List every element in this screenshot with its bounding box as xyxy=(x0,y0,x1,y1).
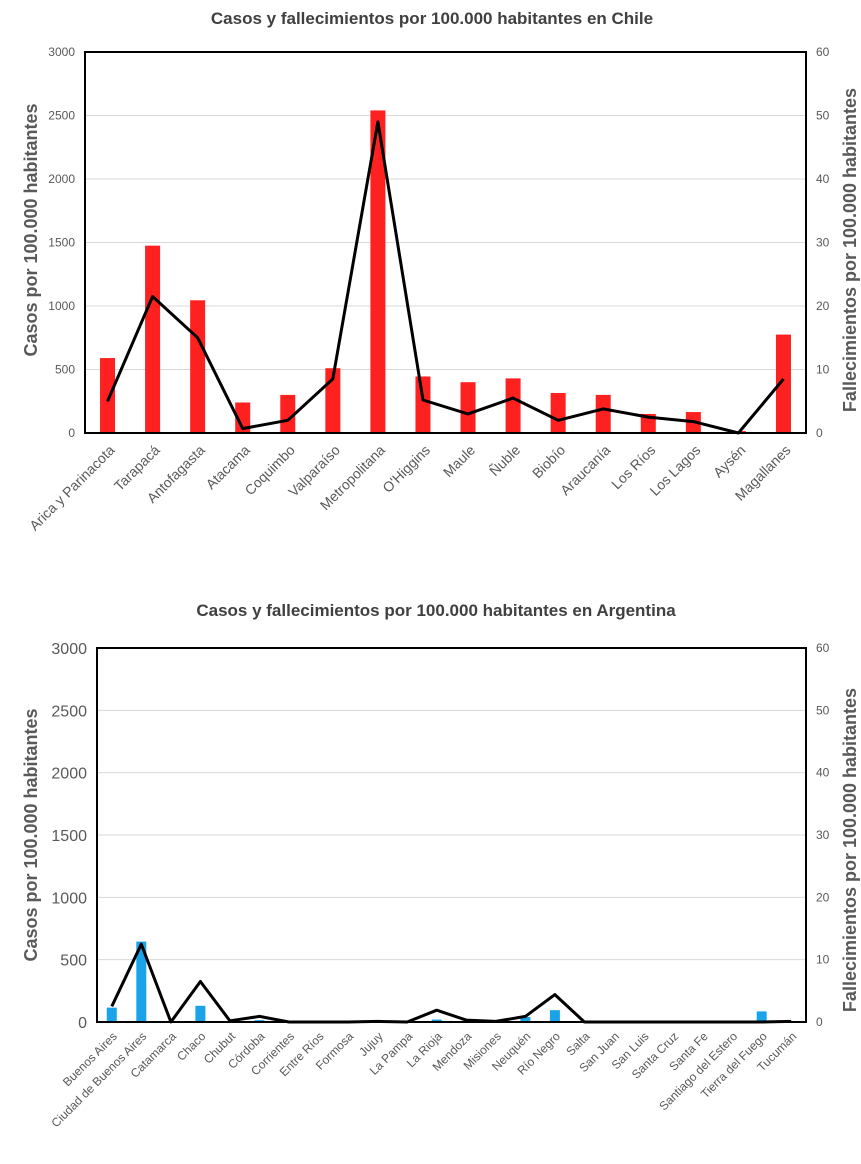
y-tick-left: 2000 xyxy=(51,766,87,783)
y-tick-left: 2500 xyxy=(51,703,87,720)
plot-frame-chile xyxy=(84,51,807,434)
plot-frame-argentina xyxy=(96,647,807,1023)
y-tick-left: 3000 xyxy=(51,641,87,658)
chart-chile: Casos y fallecimientos por 100.000 habit… xyxy=(21,9,860,533)
chart-title-argentina: Casos y fallecimientos por 100.000 habit… xyxy=(196,601,676,620)
line-chile xyxy=(106,120,785,435)
bar xyxy=(280,394,296,433)
y-tick-right: 50 xyxy=(816,703,830,717)
gridlines-argentina xyxy=(97,709,806,961)
y-tick-right: 10 xyxy=(816,953,830,967)
y-tick-left: 1500 xyxy=(51,828,87,845)
y-tick-left: 0 xyxy=(68,426,75,440)
bars-argentina xyxy=(106,941,797,1022)
y-ticks-left-argentina: 0 500 1000 1500 2000 2500 3000 xyxy=(51,641,87,1032)
y-tick-right: 50 xyxy=(816,109,830,123)
y-tick-right: 40 xyxy=(816,766,830,780)
bars-chile xyxy=(100,110,791,434)
bar xyxy=(505,378,521,433)
y-ticks-left-chile: 0 500 1000 1500 2000 2500 3000 xyxy=(48,45,75,440)
x-category-label: Araucanía xyxy=(557,442,614,499)
y-ticks-right-argentina: 0 10 20 30 40 50 60 xyxy=(816,641,830,1029)
y-ticks-right-chile: 0 10 20 30 40 50 60 xyxy=(816,45,830,440)
bar xyxy=(756,1011,767,1022)
bar xyxy=(106,1007,117,1022)
y-tick-right: 0 xyxy=(816,426,823,440)
y-tick-right: 20 xyxy=(816,890,830,904)
bar xyxy=(415,376,431,433)
bar xyxy=(550,392,566,433)
y-tick-left: 3000 xyxy=(48,45,75,59)
x-category-label: Aysén xyxy=(710,442,749,481)
y-tick-right: 40 xyxy=(816,172,830,186)
y-tick-left: 0 xyxy=(78,1015,87,1032)
bar xyxy=(370,110,386,434)
y-tick-left: 500 xyxy=(60,953,87,970)
bar xyxy=(195,1005,206,1022)
y-tick-right: 60 xyxy=(816,641,830,655)
x-category-label: O'Higgins xyxy=(379,442,433,496)
y-axis-title-left-argentina: Casos por 100.000 habitantes xyxy=(21,708,41,961)
bar xyxy=(595,394,611,433)
y-axis-title-right-chile: Fallecimientos por 100.000 habitantes xyxy=(840,88,860,412)
deaths-line xyxy=(110,942,792,1024)
x-category-label: Maule xyxy=(440,442,478,480)
y-tick-right: 60 xyxy=(816,45,830,59)
bar xyxy=(549,1010,560,1022)
bar xyxy=(460,382,476,433)
x-category-label: Biobío xyxy=(529,442,569,482)
y-tick-left: 2000 xyxy=(48,172,75,186)
chart-argentina: Casos y fallecimientos por 100.000 habit… xyxy=(21,601,860,1130)
y-tick-left: 1000 xyxy=(48,299,75,313)
y-tick-right: 0 xyxy=(816,1015,823,1029)
x-labels-chile: Arica y ParinacotaTarapacáAntofagastaAta… xyxy=(26,442,794,534)
deaths-line xyxy=(106,120,785,435)
bar xyxy=(100,358,116,433)
bar xyxy=(431,1019,442,1022)
y-tick-left: 2500 xyxy=(48,109,75,123)
y-axis-title-right-argentina: Fallecimientos por 100.000 habitantes xyxy=(840,688,860,1012)
y-tick-right: 20 xyxy=(816,299,830,313)
bar xyxy=(775,334,791,433)
y-tick-right: 30 xyxy=(816,828,830,842)
y-axis-title-left-chile: Casos por 100.000 habitantes xyxy=(21,103,41,356)
chart-title-chile: Casos y fallecimientos por 100.000 habit… xyxy=(211,9,653,28)
y-tick-left: 1500 xyxy=(48,236,75,250)
bar xyxy=(520,1017,531,1022)
gridlines-chile xyxy=(85,115,806,370)
line-argentina xyxy=(110,942,792,1024)
bar xyxy=(136,941,147,1022)
y-tick-right: 10 xyxy=(816,363,830,377)
bar xyxy=(145,245,161,433)
x-category-label: Ñuble xyxy=(486,442,523,479)
x-category-label: Arica y Parinacota xyxy=(26,442,118,534)
y-tick-right: 30 xyxy=(816,236,830,250)
y-tick-left: 500 xyxy=(55,363,75,377)
bar xyxy=(235,402,251,433)
y-tick-left: 1000 xyxy=(51,890,87,907)
bar xyxy=(190,300,206,433)
